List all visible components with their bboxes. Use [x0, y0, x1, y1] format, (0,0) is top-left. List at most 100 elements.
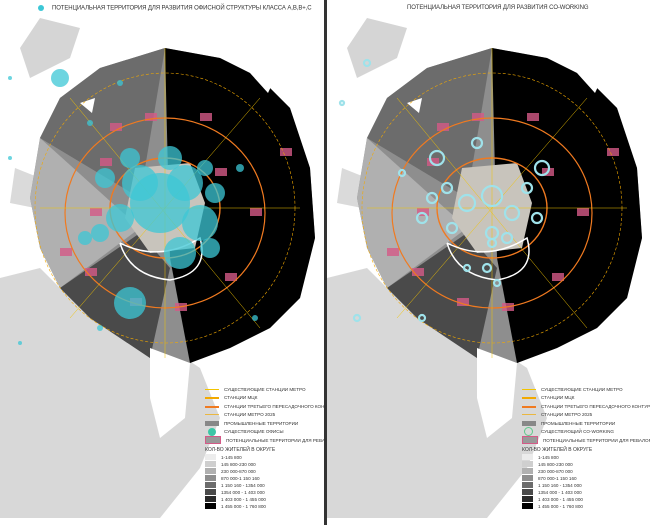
renovation-area — [110, 123, 122, 131]
scale-swatch — [522, 468, 533, 474]
legend-label: СУЩЕСТВУЮЩИЕ ОФИСЫ — [224, 429, 284, 435]
scale-title: КОЛ-ВО ЖИТЕЛЕЙ В ОКРУГЕ — [522, 446, 593, 453]
office-cluster — [117, 80, 123, 86]
legend-item: СУЩЕСТВУЮЩИЕ СТАНЦИИ МЕТРО — [522, 385, 650, 394]
legend-label: СТАНЦИИ ТРЕТЬЕГО ПЕРЕСАДОЧНОГО КОНТУРА — [224, 403, 324, 409]
scale-item: 230 000-870 000 — [522, 468, 650, 475]
coworking-ring — [352, 313, 362, 323]
legend-swatch — [522, 387, 536, 392]
legend-swatch — [522, 436, 538, 445]
coworking-ring — [533, 159, 551, 177]
legend-swatch — [208, 427, 216, 436]
legend-label: ПРОМЫШЛЕННЫЕ ТЕРРИТОРИИ — [541, 420, 616, 426]
renovation-area — [225, 273, 237, 281]
coworking-ring — [440, 181, 454, 195]
scale-swatch — [205, 489, 216, 495]
legend-swatch — [524, 427, 533, 437]
scale-item: 1354 000 - 1 403 000 — [522, 489, 650, 496]
renovation-area — [200, 113, 212, 121]
right-legend: СУЩЕСТВУЮЩИЕ СТАНЦИИ МЕТРО СТАНЦИИ МЦК СТА… — [522, 385, 650, 510]
scale-swatch — [205, 468, 216, 474]
district-east — [165, 48, 315, 363]
outer-region — [327, 268, 547, 518]
legend-item: СУЩЕСТВУЮЩИЕ СТАНЦИИ МЕТРО — [205, 385, 324, 394]
office-cluster — [18, 341, 22, 345]
office-cluster — [51, 69, 69, 87]
legend-item: СУЩЕСТВУЮЩИЕ ОФИСЫ — [205, 427, 324, 437]
scale-item: 1354 000 - 1 403 000 — [205, 489, 324, 496]
renovation-area — [437, 123, 449, 131]
scale-label: 145 800-230 000 — [538, 461, 573, 467]
scale-item: 1 150 160 - 1354 000 — [522, 482, 650, 489]
scale-swatch — [522, 503, 533, 509]
outer-region — [20, 18, 80, 78]
renovation-area — [472, 113, 484, 121]
scale-swatch — [205, 454, 216, 460]
coworking-ring — [462, 263, 472, 273]
scale-label: 1 455 000 - 1 760 800 — [538, 503, 583, 509]
coworking-ring — [362, 58, 372, 68]
office-cluster — [167, 165, 203, 201]
coworking-ring — [457, 193, 477, 213]
office-map[interactable] — [0, 18, 324, 518]
coworking-map[interactable] — [327, 18, 650, 518]
scale-label: 1354 000 - 1 403 000 — [221, 489, 265, 495]
scale-label: 1-145 800 — [538, 454, 559, 460]
renovation-area — [427, 158, 439, 166]
legend-swatch — [205, 412, 219, 417]
legend-label: ПОТЕНЦИАЛЬНЫЕ ТЕРРИТОРИИ ДЛЯ РЕВАЛОРИЗАЦ… — [543, 437, 650, 443]
scale-item: 145 800-230 000 — [522, 461, 650, 468]
scale-item: 1-145 800 — [522, 454, 650, 461]
legend-label: СТАНЦИИ МЦК — [224, 395, 258, 401]
scale-label: 1 403 000 - 1 455 000 — [221, 496, 266, 502]
scale-swatch — [205, 482, 216, 488]
panel-divider — [324, 0, 327, 525]
coworking-ring — [500, 231, 514, 245]
legend-item: ПОТЕНЦИАЛЬНЫЕ ТЕРРИТОРИИ ДЛЯ РЕВАЛОРИЗАЦ… — [522, 436, 650, 445]
outer-region — [347, 18, 407, 78]
district-east — [492, 48, 642, 363]
legend-item: СТАНЦИИ МЕТРО 2025 — [205, 411, 324, 420]
legend-item: СТАНЦИИ МЦК — [205, 394, 324, 403]
office-cluster — [106, 204, 134, 232]
renovation-area — [387, 248, 399, 256]
right-map-title: ПОТЕНЦИАЛЬНАЯ ТЕРРИТОРИЯ ДЛЯ РАЗВИТИЯ CO… — [407, 5, 589, 11]
coworking-ring — [503, 204, 521, 222]
office-cluster — [114, 287, 146, 319]
renovation-area — [60, 248, 72, 256]
scale-swatch — [522, 489, 533, 495]
title-text: ПОТЕНЦИАЛЬНАЯ ТЕРРИТОРИЯ ДЛЯ РАЗВИТИЯ CO… — [407, 5, 589, 11]
office-dot-icon — [38, 5, 44, 11]
coworking-ring — [338, 99, 346, 107]
scale-swatch — [522, 454, 533, 460]
metro-line — [396, 97, 588, 319]
legend-swatch — [205, 387, 219, 392]
legend-swatch — [205, 395, 219, 400]
scale-swatch — [205, 503, 216, 509]
office-cluster — [205, 183, 225, 203]
coworking-ring — [520, 181, 534, 195]
renovation-area — [607, 148, 619, 156]
legend-swatch — [522, 420, 536, 426]
renovation-area — [100, 158, 112, 166]
office-cluster — [120, 148, 140, 168]
office-cluster — [122, 165, 158, 201]
river — [446, 236, 530, 281]
office-cluster — [236, 164, 244, 172]
office-cluster — [182, 205, 218, 241]
legend-item: СТАНЦИИ ТРЕТЬЕГО ПЕРЕСАДОЧНОГО КОНТУРА — [522, 402, 650, 411]
scale-label: 1354 000 - 1 403 000 — [538, 489, 582, 495]
coworking-ring — [425, 191, 439, 205]
legend-swatch — [205, 436, 221, 445]
renovation-area — [145, 113, 157, 121]
renovation-area — [412, 268, 424, 276]
office-cluster — [8, 76, 12, 80]
outer-region — [0, 268, 220, 518]
renovation-area — [457, 298, 469, 306]
scale-label: 1 403 000 - 1 455 000 — [538, 496, 583, 502]
legend-swatch — [205, 420, 219, 426]
title-text: ПОТЕНЦИАЛЬНАЯ ТЕРРИТОРИЯ ДЛЯ РАЗВИТИЯ ОФ… — [52, 5, 312, 12]
legend-swatch — [522, 395, 536, 400]
legend-item: СТАНЦИИ МЦК — [522, 394, 650, 403]
district-west — [30, 138, 140, 288]
